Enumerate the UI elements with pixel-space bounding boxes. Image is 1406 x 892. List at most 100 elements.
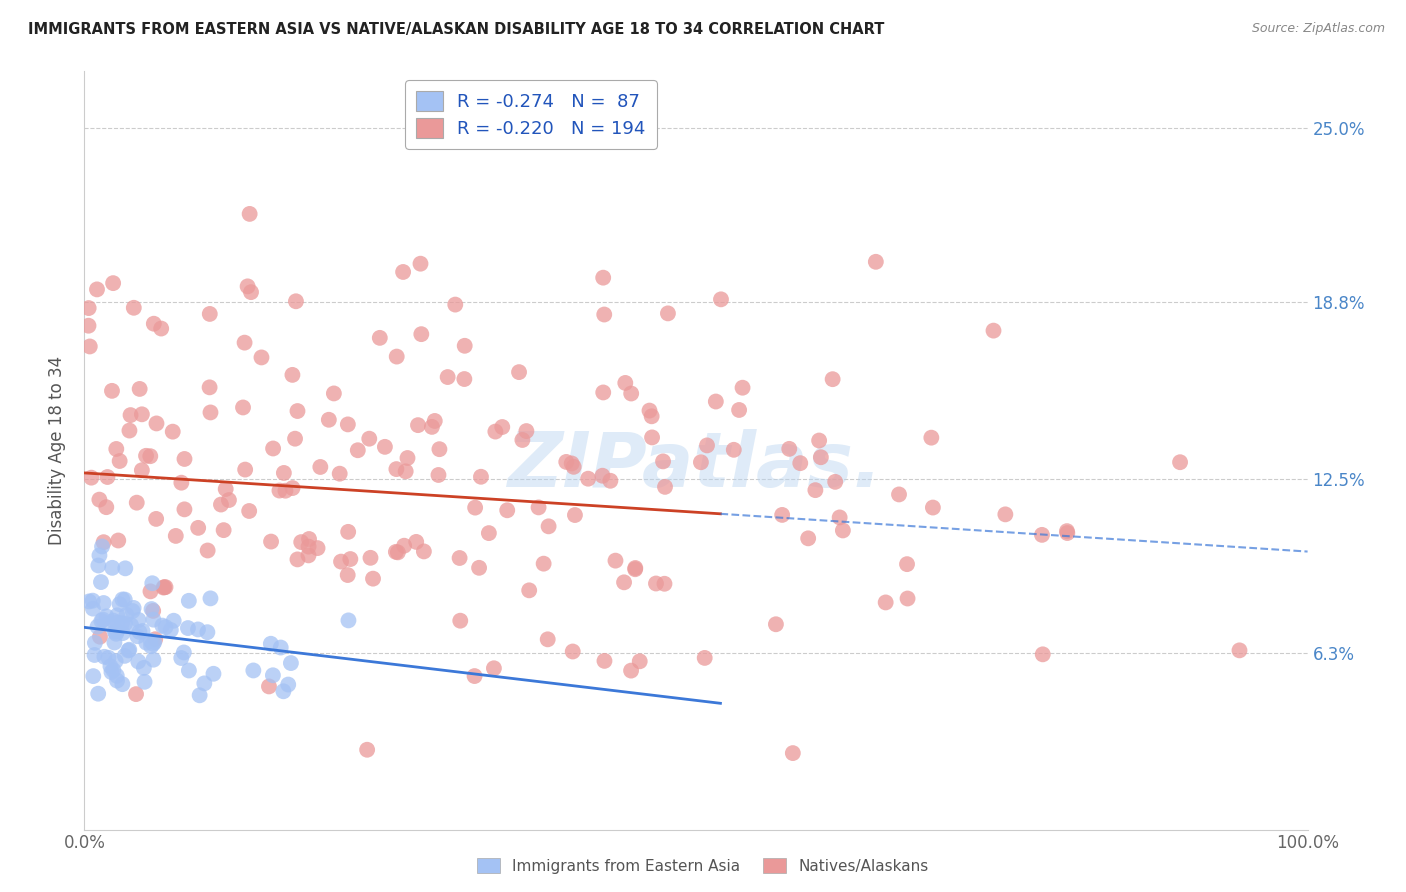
Point — [620, 386, 643, 401]
Point — [411, 327, 433, 342]
Point — [337, 524, 360, 539]
Point — [297, 549, 319, 563]
Point — [537, 632, 560, 647]
Point — [141, 576, 163, 591]
Point — [654, 576, 676, 591]
Point — [427, 467, 450, 482]
Point — [97, 650, 120, 665]
Point — [145, 417, 167, 431]
Point — [120, 618, 142, 632]
Point — [77, 301, 100, 315]
Point — [329, 467, 352, 481]
Point — [165, 529, 187, 543]
Point — [96, 500, 118, 515]
Point — [797, 532, 820, 546]
Point — [114, 648, 136, 663]
Text: IMMIGRANTS FROM EASTERN ASIA VS NATIVE/ALASKAN DISABILITY AGE 18 TO 34 CORRELATI: IMMIGRANTS FROM EASTERN ASIA VS NATIVE/A… — [28, 22, 884, 37]
Point — [290, 535, 312, 549]
Point — [297, 540, 319, 554]
Point — [824, 475, 846, 489]
Point — [641, 430, 664, 444]
Point — [613, 575, 636, 590]
Point — [215, 482, 238, 496]
Point — [128, 613, 150, 627]
Point — [118, 642, 141, 657]
Point — [142, 637, 165, 651]
Point — [91, 613, 114, 627]
Point — [177, 621, 200, 635]
Point — [121, 604, 143, 618]
Point — [339, 552, 361, 566]
Point — [91, 540, 114, 554]
Point — [103, 635, 125, 649]
Point — [284, 294, 307, 309]
Point — [105, 669, 128, 683]
Point — [346, 443, 368, 458]
Point — [111, 592, 134, 607]
Point — [236, 279, 259, 293]
Point — [620, 664, 643, 678]
Point — [645, 576, 668, 591]
Point — [250, 351, 273, 365]
Point — [561, 644, 583, 658]
Point — [105, 626, 128, 640]
Point — [994, 508, 1017, 522]
Point — [177, 664, 200, 678]
Point — [105, 673, 128, 688]
Point — [821, 372, 844, 386]
Point — [368, 331, 391, 345]
Point — [238, 504, 260, 518]
Point — [105, 615, 128, 630]
Point — [152, 581, 174, 595]
Point — [141, 602, 163, 616]
Point — [270, 640, 292, 655]
Legend: Immigrants from Eastern Asia, Natives/Alaskans: Immigrants from Eastern Asia, Natives/Al… — [471, 852, 935, 880]
Point — [139, 633, 162, 648]
Point — [318, 413, 340, 427]
Point — [592, 385, 614, 400]
Point — [592, 468, 614, 483]
Point — [804, 483, 827, 497]
Point — [527, 500, 550, 515]
Point — [128, 382, 150, 396]
Point — [508, 365, 530, 379]
Point — [337, 614, 360, 628]
Point — [163, 614, 186, 628]
Point — [142, 613, 165, 627]
Point — [770, 508, 793, 522]
Point — [710, 293, 733, 307]
Point — [104, 654, 127, 668]
Point — [356, 743, 378, 757]
Point — [97, 616, 120, 631]
Point — [429, 442, 451, 457]
Point — [209, 498, 232, 512]
Point — [444, 297, 467, 311]
Point — [153, 580, 176, 594]
Point — [122, 301, 145, 315]
Y-axis label: Disability Age 18 to 34: Disability Age 18 to 34 — [48, 356, 66, 545]
Point — [89, 549, 111, 563]
Point — [173, 645, 195, 659]
Point — [405, 535, 427, 549]
Point — [150, 618, 173, 632]
Point — [731, 381, 754, 395]
Point — [640, 409, 662, 424]
Point — [77, 318, 100, 333]
Point — [240, 285, 263, 300]
Point — [90, 614, 112, 628]
Point — [274, 483, 297, 498]
Text: Source: ZipAtlas.com: Source: ZipAtlas.com — [1251, 22, 1385, 36]
Point — [361, 572, 384, 586]
Point — [173, 452, 195, 467]
Point — [131, 624, 153, 638]
Point — [173, 502, 195, 516]
Point — [336, 568, 359, 582]
Point — [406, 418, 429, 433]
Point — [454, 339, 477, 353]
Point — [728, 403, 751, 417]
Point — [420, 420, 443, 434]
Point — [374, 440, 396, 454]
Point — [281, 368, 304, 382]
Point — [233, 462, 256, 476]
Point — [105, 442, 128, 456]
